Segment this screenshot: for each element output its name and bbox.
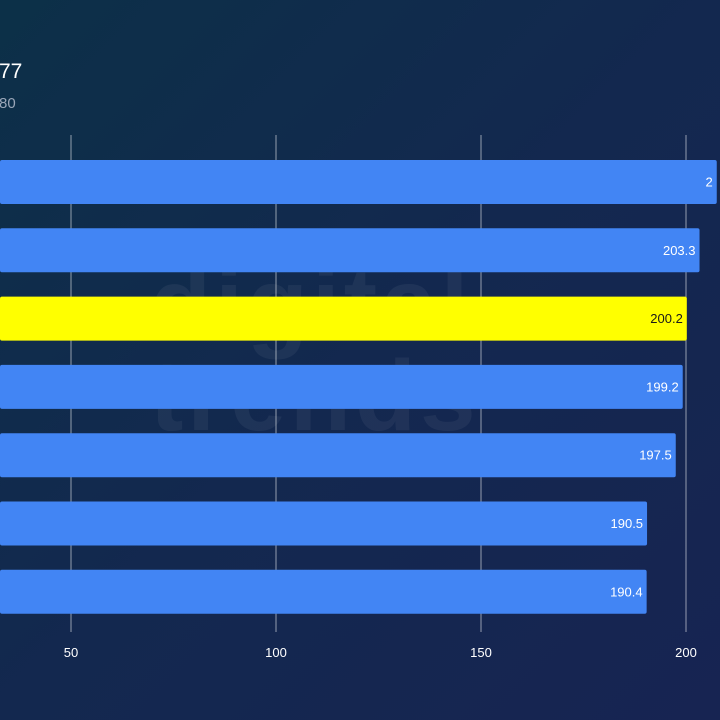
bar xyxy=(0,569,647,614)
bar-value-label: 199.2 xyxy=(646,379,679,394)
chart-subtitle: 80 xyxy=(0,95,16,112)
bar-highlighted xyxy=(0,296,687,341)
bar-value-label: 200.2 xyxy=(650,311,683,326)
bar-value-label: 2 xyxy=(706,175,713,190)
bar xyxy=(0,160,717,204)
x-tick-label: 50 xyxy=(64,645,78,660)
bar xyxy=(0,433,676,478)
x-tick-label: 200 xyxy=(675,645,697,660)
x-tick-label: 150 xyxy=(470,645,492,660)
bar-value-label: 197.5 xyxy=(639,448,672,463)
bar-value-label: 203.3 xyxy=(663,243,696,258)
bar xyxy=(0,228,700,273)
chart-title: 77 xyxy=(0,60,23,83)
bar xyxy=(0,364,683,409)
bar-value-label: 190.5 xyxy=(611,516,644,531)
bar xyxy=(0,501,648,546)
bar-value-label: 190.4 xyxy=(610,584,643,599)
x-tick-label: 100 xyxy=(265,645,287,660)
